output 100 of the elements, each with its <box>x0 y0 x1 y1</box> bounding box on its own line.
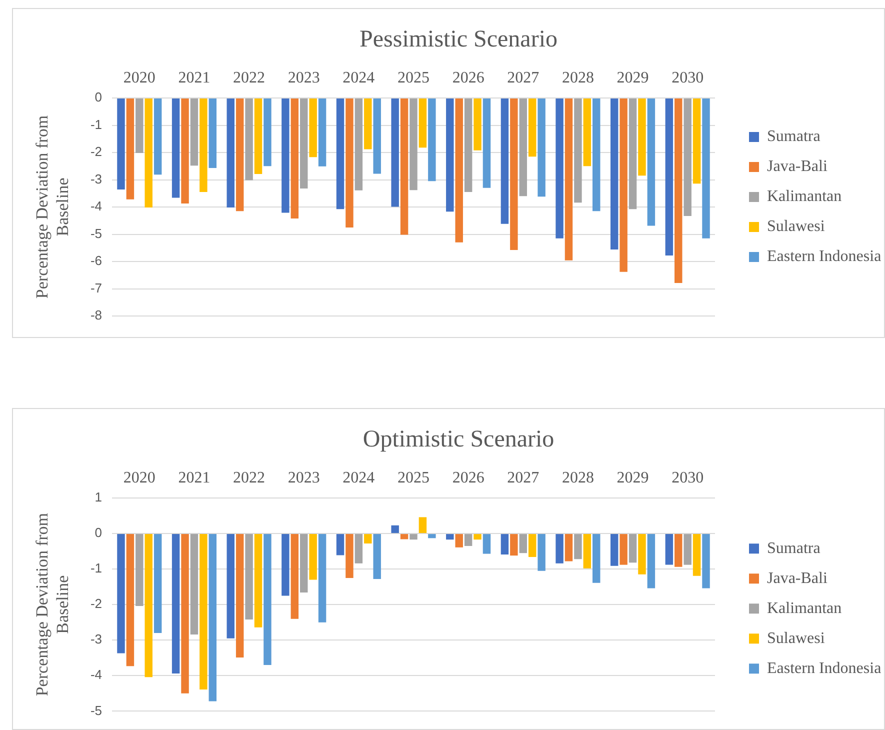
bar <box>181 534 189 694</box>
bar <box>200 534 208 690</box>
bar <box>400 534 408 540</box>
bar <box>610 534 618 566</box>
y-tick-label: -1 <box>90 116 102 132</box>
bar <box>172 534 180 674</box>
bar <box>702 534 710 588</box>
x-tick-label: 2022 <box>233 70 266 87</box>
bar <box>144 534 152 678</box>
bar <box>556 534 564 564</box>
bar <box>538 534 546 571</box>
y-tick-label: -3 <box>90 632 102 647</box>
bar <box>684 534 692 565</box>
x-tick-label: 2024 <box>342 70 375 87</box>
bar <box>190 534 198 634</box>
bar <box>373 534 381 580</box>
bar <box>410 534 418 540</box>
y-axis-title: Percentage Deviation from Baseline <box>32 513 72 696</box>
legend-label: Eastern Indonesia <box>767 248 882 266</box>
legend-label: Eastern Indonesia <box>767 660 882 677</box>
bar <box>346 534 354 578</box>
bar <box>628 534 637 563</box>
x-tick-label: 2028 <box>562 470 594 487</box>
bar <box>446 534 454 540</box>
bar <box>126 534 134 666</box>
x-tick-label: 2030 <box>672 470 704 487</box>
x-tick-label: 2028 <box>562 70 594 87</box>
bar <box>574 534 582 560</box>
y-tick-label: 0 <box>94 90 102 105</box>
bar <box>665 534 674 565</box>
y-tick-label: -5 <box>90 702 102 718</box>
bar <box>208 534 217 702</box>
bar <box>254 534 262 628</box>
bar <box>674 534 682 567</box>
bar <box>647 534 656 588</box>
y-tick-label: -1 <box>90 560 102 576</box>
x-tick-label: 2021 <box>178 70 210 87</box>
bar <box>282 534 290 596</box>
y-axis-title: Percentage Deviation from Baseline <box>32 115 72 299</box>
bar <box>519 534 528 554</box>
legend-label: Kalimantan <box>767 600 842 617</box>
legend-label: Sulawesi <box>767 218 826 236</box>
x-tick-label: 2024 <box>342 470 375 487</box>
x-tick-label: 2023 <box>288 70 320 87</box>
legend-label: Sulawesi <box>767 630 826 647</box>
bar <box>300 534 308 593</box>
legend-label: Sumatra <box>767 128 820 146</box>
x-tick-label: 2026 <box>452 70 484 87</box>
y-tick-label: -5 <box>90 226 102 241</box>
legend-label: Sumatra <box>767 540 820 557</box>
y-tick-label: -7 <box>90 280 102 296</box>
y-tick-label: -2 <box>90 596 102 612</box>
chart-title: Optimistic Scenario <box>362 426 554 453</box>
bar <box>464 534 472 546</box>
x-tick-label: 2020 <box>123 70 156 87</box>
x-tick-label: 2029 <box>616 70 649 87</box>
bar <box>336 534 344 556</box>
bar <box>482 534 491 554</box>
x-tick-label: 2021 <box>178 470 210 487</box>
bar <box>226 534 234 638</box>
y-tick-label: -8 <box>90 308 102 323</box>
bar <box>264 534 272 666</box>
bar <box>309 534 317 580</box>
bar <box>592 534 600 583</box>
legend-label: Java-Bali <box>767 158 828 176</box>
bar <box>455 534 463 548</box>
bar <box>692 534 701 576</box>
y-tick-label: -3 <box>90 171 102 186</box>
bar <box>620 534 628 565</box>
y-tick-label: -4 <box>90 667 102 682</box>
x-tick-label: 2025 <box>398 70 430 87</box>
bar <box>318 534 326 622</box>
x-tick-label: 2029 <box>616 470 649 487</box>
x-tick-label: 2025 <box>398 470 430 487</box>
y-tick-label: 0 <box>94 525 102 540</box>
y-tick-label: -2 <box>90 144 102 160</box>
bar <box>354 534 363 564</box>
bar <box>510 534 518 556</box>
legend-label: Java-Bali <box>767 570 828 587</box>
x-tick-label: 2023 <box>288 470 320 487</box>
x-tick-label: 2027 <box>507 70 540 87</box>
bar <box>364 534 372 544</box>
y-tick-label: -6 <box>90 253 102 268</box>
bar <box>117 534 125 654</box>
bar <box>245 534 253 620</box>
y-tick-label: -4 <box>90 198 102 214</box>
chart-title: Pessimistic Scenario <box>360 26 558 53</box>
bar <box>418 517 427 534</box>
bar <box>154 534 162 634</box>
x-tick-label: 2022 <box>233 470 266 487</box>
bar <box>638 534 646 574</box>
bar <box>500 534 509 554</box>
y-tick-label: 1 <box>94 490 102 505</box>
bar <box>236 534 244 658</box>
bar <box>583 534 592 568</box>
x-tick-label: 2027 <box>507 470 540 487</box>
bar <box>528 534 536 557</box>
bar <box>564 534 573 562</box>
bar <box>474 534 482 540</box>
legend-label: Kalimantan <box>767 188 842 206</box>
